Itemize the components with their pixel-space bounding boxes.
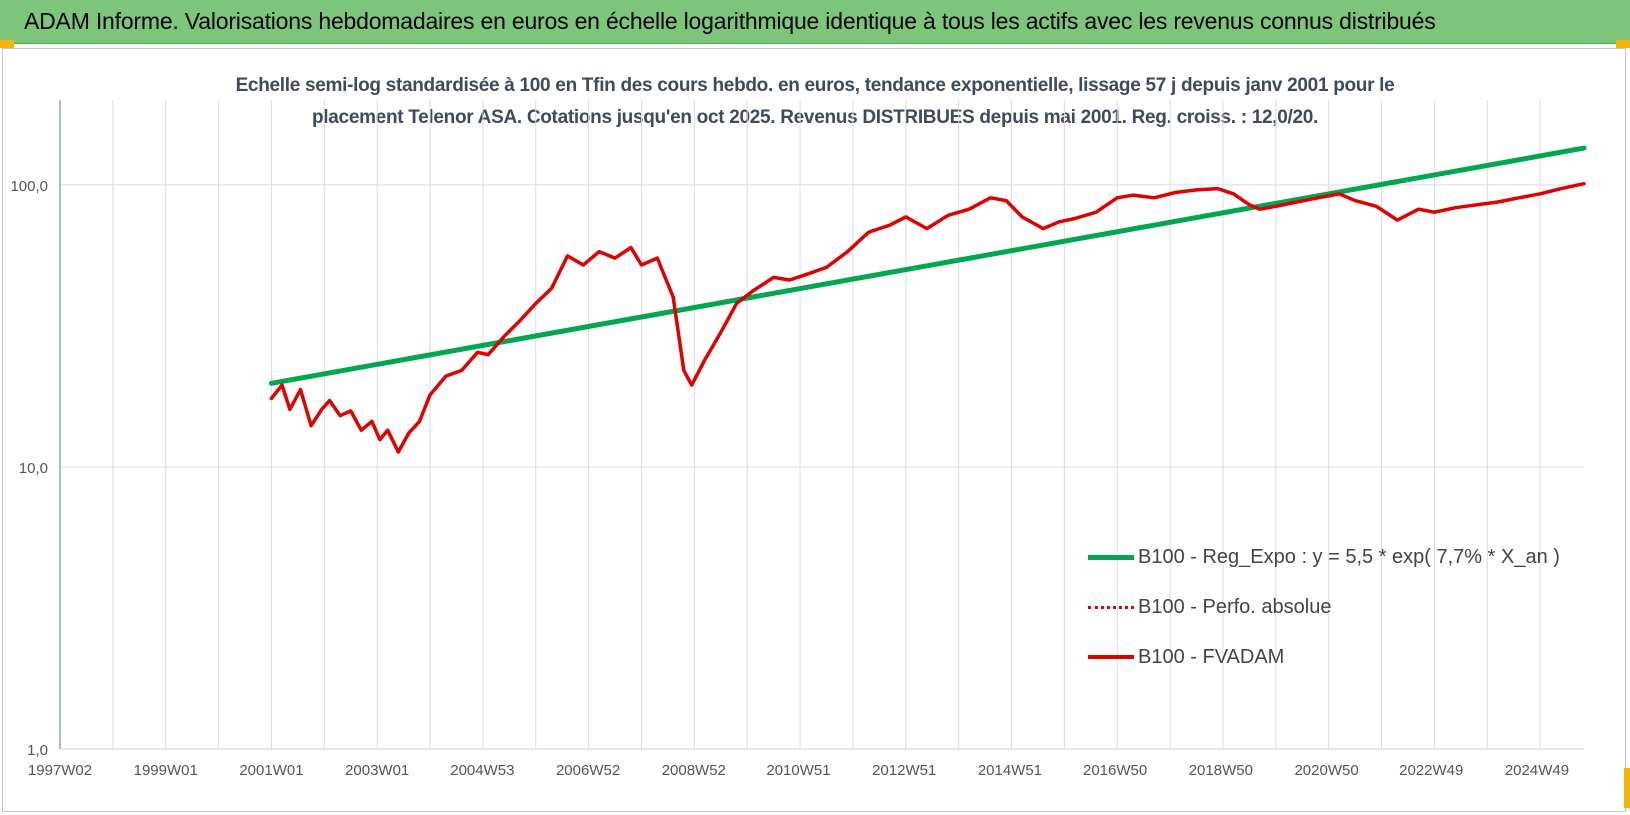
chart-title-line-1: Echelle semi-log standardisée à 100 en T… bbox=[235, 75, 1395, 96]
x-tick-label: 2024W49 bbox=[1505, 762, 1569, 779]
legend-label-reg-expo: B100 - Reg_Expo : y = 5,5 * exp( 7,7% * … bbox=[1138, 546, 1560, 568]
y-tick-label: 1,0 bbox=[27, 742, 48, 759]
corner-handle-top-left[interactable] bbox=[0, 40, 14, 48]
legend-label-fvadam: B100 - FVADAM bbox=[1138, 646, 1285, 668]
x-tick-label: 2020W50 bbox=[1294, 762, 1358, 779]
chart-grid bbox=[59, 100, 1584, 750]
x-tick-label: 2001W01 bbox=[239, 762, 303, 779]
x-tick-label: 2008W52 bbox=[662, 762, 726, 779]
series-line-fvadam bbox=[269, 181, 1586, 454]
legend-swatch-fvadam bbox=[1088, 655, 1134, 659]
corner-handle-top-right[interactable] bbox=[1616, 40, 1630, 48]
x-tick-label: 2006W52 bbox=[556, 762, 620, 779]
series-line-reg-expo bbox=[268, 145, 1587, 386]
x-tick-label: 2022W49 bbox=[1399, 762, 1463, 779]
x-tick-label: 2016W50 bbox=[1083, 762, 1147, 779]
chart-axes bbox=[59, 100, 1584, 750]
x-tick-label: 2012W51 bbox=[872, 762, 936, 779]
x-tick-label: 2018W50 bbox=[1189, 762, 1253, 779]
chart-frame bbox=[2, 48, 1626, 812]
x-tick-label: 1999W01 bbox=[134, 762, 198, 779]
chart-series bbox=[268, 145, 1587, 454]
x-tick-label: 1997W02 bbox=[28, 762, 92, 779]
x-tick-label: 2003W01 bbox=[345, 762, 409, 779]
x-tick-label: 2014W51 bbox=[978, 762, 1042, 779]
report-banner: ADAM Informe. Valorisations hebdomadaire… bbox=[0, 0, 1630, 44]
corner-handle-bottom-right[interactable] bbox=[1624, 768, 1630, 808]
legend-label-perfo-absolue: B100 - Perfo. absolue bbox=[1138, 596, 1332, 618]
chart-title-line-2: placement Telenor ASA. Cotations jusqu'e… bbox=[312, 107, 1318, 128]
chart-title: Echelle semi-log standardisée à 100 en T… bbox=[0, 70, 1630, 134]
y-tick-label: 10,0 bbox=[19, 460, 48, 477]
legend-swatch-perfo-absolue bbox=[1088, 606, 1134, 609]
y-tick-label: 100,0 bbox=[10, 178, 48, 195]
report-title: ADAM Informe. Valorisations hebdomadaire… bbox=[24, 8, 1436, 34]
x-tick-label: 2004W53 bbox=[450, 762, 514, 779]
x-tick-label: 2010W51 bbox=[766, 762, 830, 779]
chart-tick-labels: 1,0 10,0 100,0 1997W02 1999W01 2001W01 2003W01… bbox=[10, 178, 1569, 779]
legend-swatch-reg-expo bbox=[1088, 555, 1134, 560]
